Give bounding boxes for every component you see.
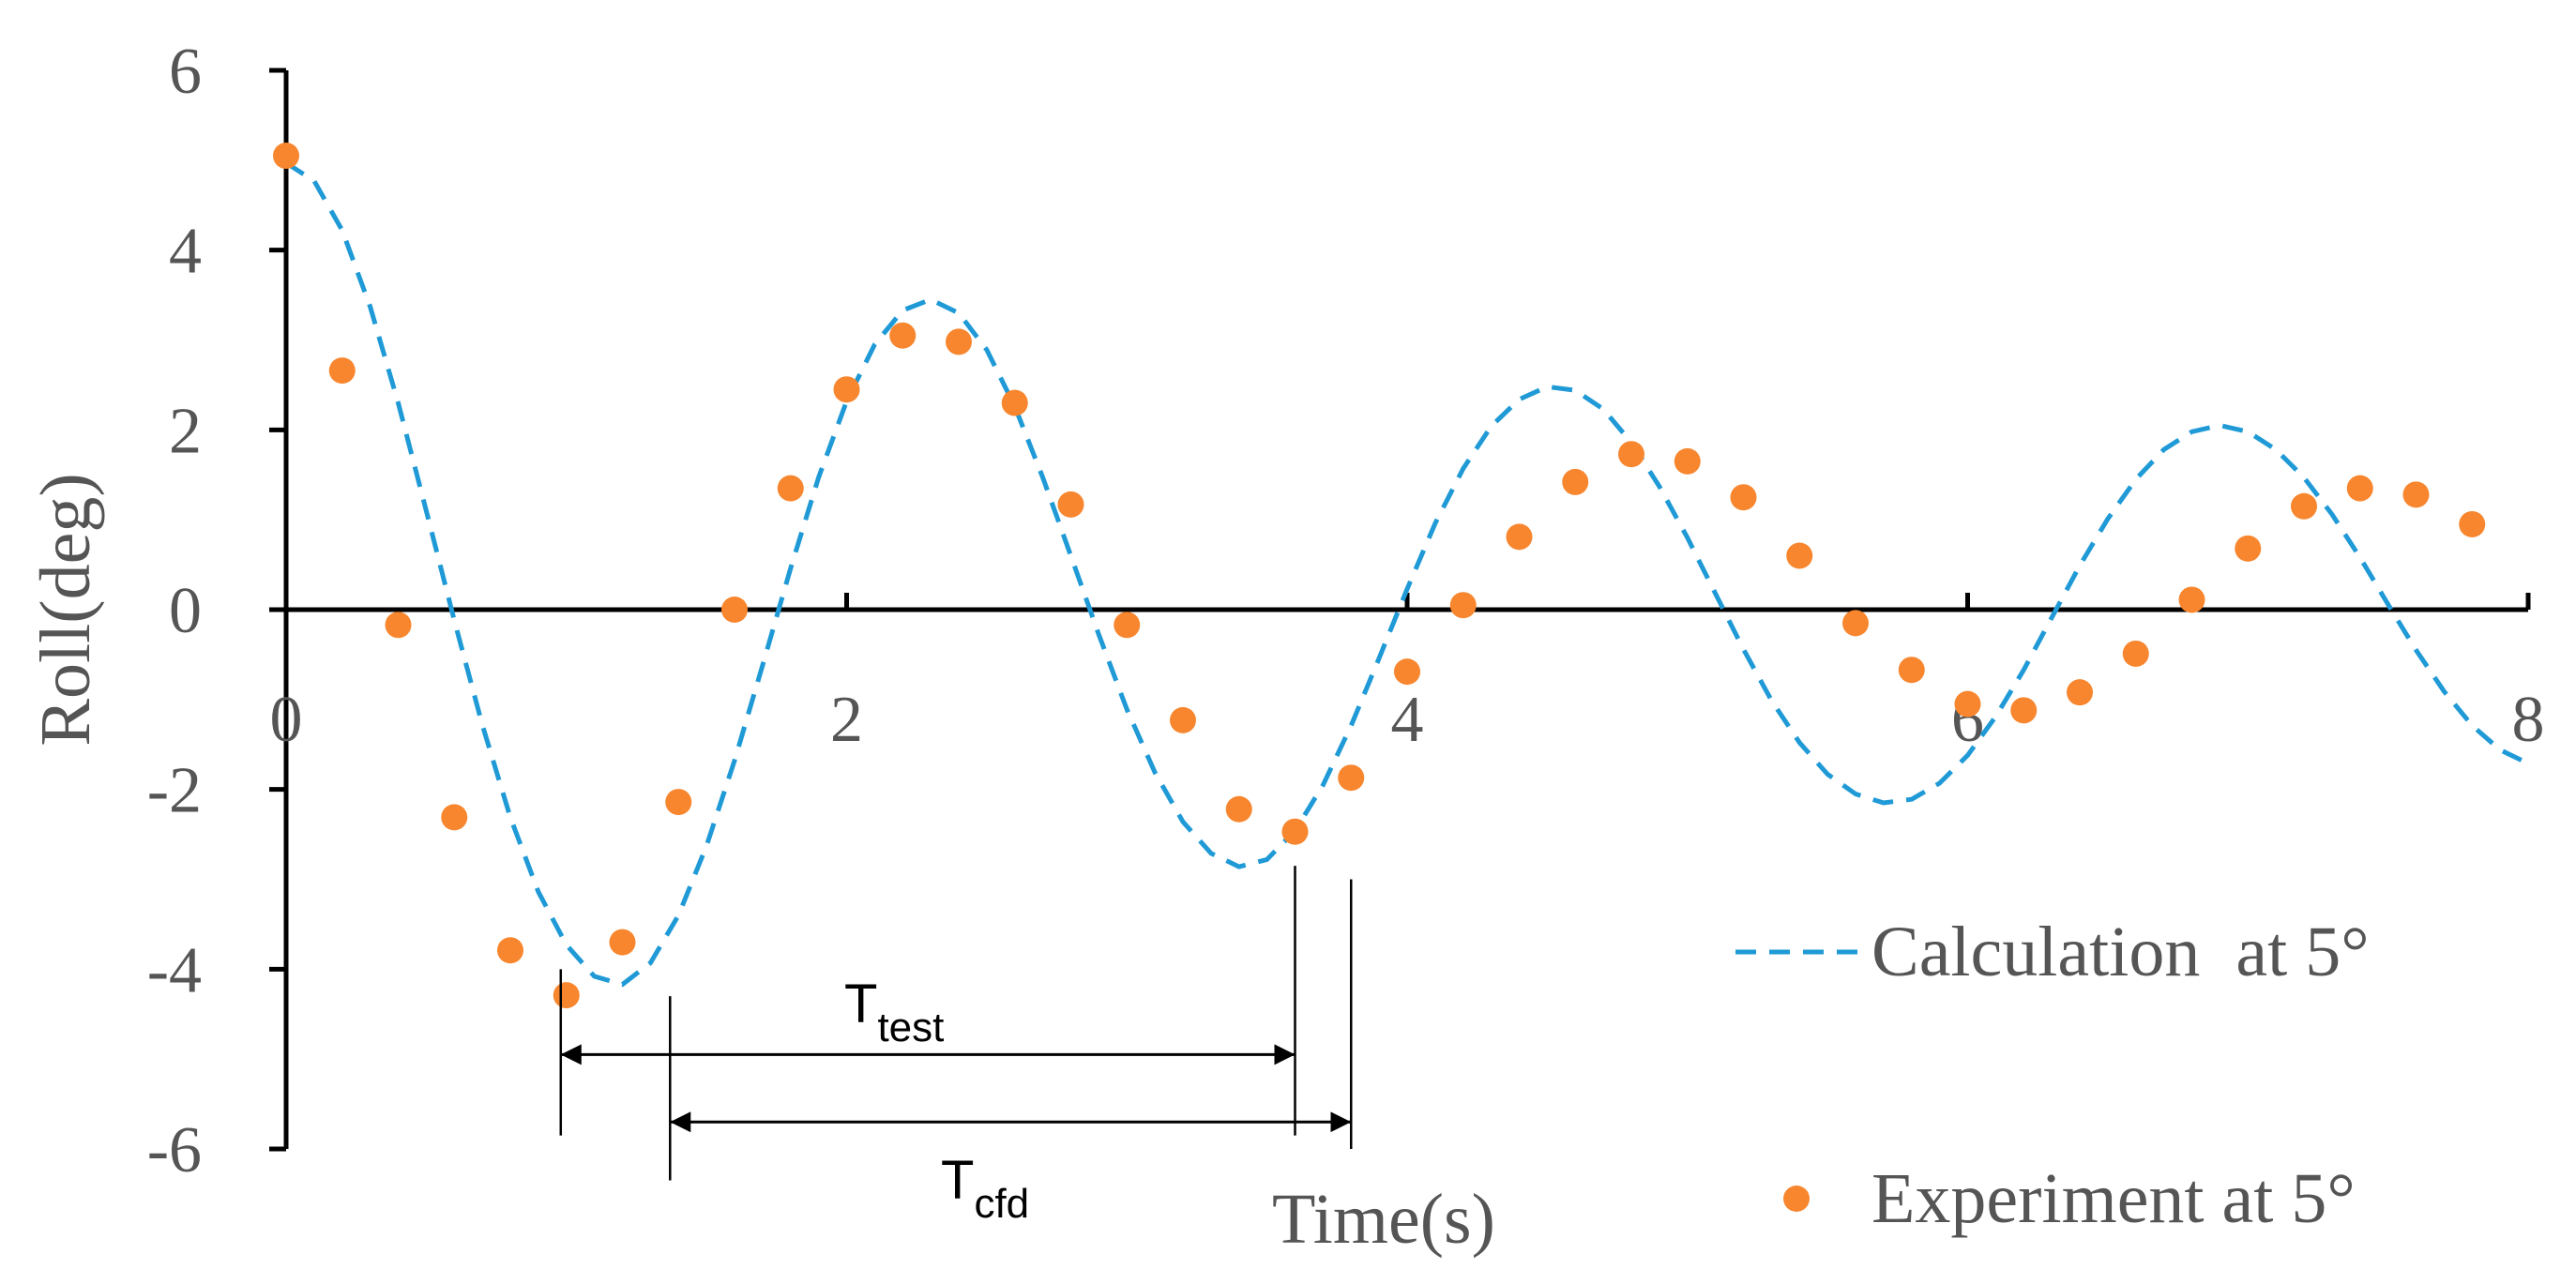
experiment-point (1674, 447, 1701, 475)
y-tick-label: 0 (169, 575, 202, 647)
experiment-point (385, 612, 412, 639)
series-calculation (284, 160, 2530, 988)
experiment-point (1506, 523, 1533, 551)
experiment-point (328, 357, 356, 385)
x-tick-label: 4 (1391, 684, 1424, 756)
experiment-point (833, 376, 860, 403)
y-axis-label: Roll(deg) (26, 473, 105, 746)
experiment-point (553, 982, 580, 1009)
experiment-point (1170, 706, 1196, 733)
experiment-point (1618, 441, 1644, 468)
experiment-point (609, 929, 636, 956)
t-test-label: Ttest (844, 974, 944, 1050)
experiment-point (1225, 795, 1252, 823)
experiment-point (1842, 610, 1869, 637)
experiment-point (1562, 468, 1589, 495)
y-tick-label: -6 (147, 1114, 202, 1186)
y-tick-label: 6 (169, 36, 202, 108)
y-tick-label: -4 (147, 934, 202, 1006)
experiment-point (889, 322, 917, 349)
experiment-point (1786, 542, 1813, 569)
experiment-point (2067, 679, 2093, 706)
x-tick-label: 0 (270, 684, 303, 756)
experiment-point (273, 143, 299, 170)
axis-labels: Roll(deg) Time(s) (26, 473, 1495, 1259)
y-tick-label: -2 (147, 755, 202, 827)
x-axis-label: Time(s) (1272, 1180, 1495, 1259)
experiment-point (1338, 764, 1365, 792)
experiment-point (2235, 535, 2262, 562)
experiment-point (2122, 640, 2149, 667)
period-annotations: Ttest Tcfd (559, 866, 1353, 1227)
x-tick-label: 2 (830, 684, 863, 756)
legend-experiment-label: Experiment at 5° (1871, 1159, 2356, 1238)
y-tick-label: 2 (169, 395, 202, 467)
experiment-point (1394, 658, 1420, 686)
experiment-point (2402, 481, 2430, 508)
experiment-point (1281, 818, 1309, 845)
experiment-point (2459, 510, 2486, 537)
x-tick-label: 8 (2512, 684, 2545, 756)
experiment-point (2291, 492, 2317, 520)
experiment-point (1954, 690, 1981, 718)
legend-calculation-label: Calculation at 5° (1871, 913, 2370, 991)
experiment-point (946, 328, 972, 355)
axes (269, 68, 2531, 1152)
series-experiment (273, 143, 2486, 1009)
legend-experiment-swatch (1783, 1186, 1810, 1212)
experiment-point (721, 597, 748, 623)
experiment-point (1730, 484, 1757, 511)
experiment-point (1057, 491, 1084, 518)
experiment-point (1114, 612, 1141, 639)
experiment-point (1898, 657, 1925, 684)
experiment-point (441, 804, 468, 831)
experiment-point (665, 789, 692, 816)
experiment-point (1449, 592, 1477, 619)
legend: Calculation at 5° Experiment at 5° (1735, 913, 2370, 1238)
experiment-point (2010, 697, 2038, 724)
calculation-line (284, 160, 2530, 988)
experiment-point (777, 475, 804, 502)
experiment-point (1001, 389, 1028, 416)
t-cfd-label: Tcfd (941, 1150, 1029, 1227)
experiment-point (2178, 586, 2205, 613)
experiment-point (497, 937, 523, 964)
y-tick-label: 4 (169, 216, 202, 288)
experiment-point (2346, 475, 2373, 502)
